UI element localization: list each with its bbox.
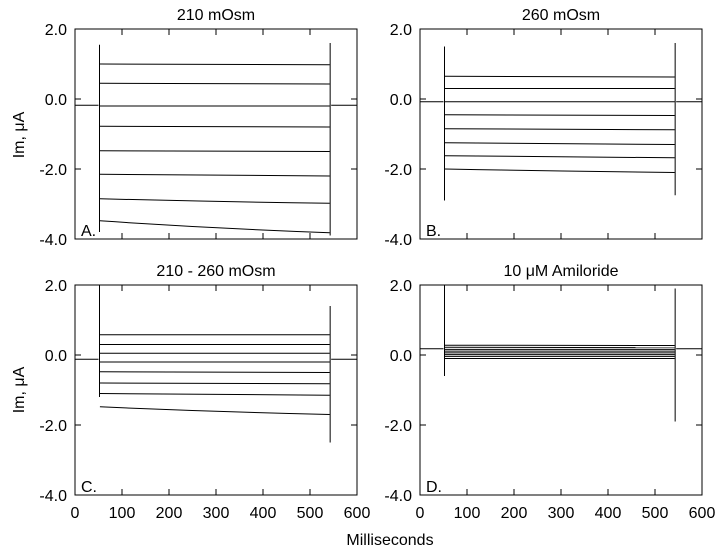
current-trace-6 xyxy=(99,382,330,385)
x-tick-label: 200 xyxy=(501,505,528,522)
panel-1: 210 mOsm A. -4.0 -2.0 0.0 2.0 xyxy=(39,7,358,249)
panel-2: 260 mOsm B. -4.0 -2.0 0.0 2.0 xyxy=(384,7,703,249)
x-tick-label: 500 xyxy=(642,505,669,522)
x-tick-label: 300 xyxy=(203,505,230,522)
current-trace-5 xyxy=(99,371,330,373)
panel-title: 10 μM Amiloride xyxy=(503,263,618,280)
current-trace-7 xyxy=(444,155,675,159)
current-trace-5 xyxy=(99,150,330,152)
y-tick-label: -2.0 xyxy=(39,162,67,179)
y-tick-label: -4.0 xyxy=(39,488,67,505)
x-tick-label: 100 xyxy=(454,505,481,522)
y-tick-label: 2.0 xyxy=(390,22,412,39)
y-axis-label-bottom: Im, μA xyxy=(11,366,28,413)
x-tick-label: 300 xyxy=(548,505,575,522)
y-tick-label: 2.0 xyxy=(45,22,67,39)
y-tick-label: 0.0 xyxy=(390,348,412,365)
panels: 210 mOsm A. -4.0 -2.0 0.0 2.0 260 mOsm B. -4.0 -2… xyxy=(39,7,715,522)
current-trace-4 xyxy=(444,114,675,116)
current-trace-7 xyxy=(99,393,330,396)
current-trace-8 xyxy=(99,406,330,415)
y-tick-label: -4.0 xyxy=(39,232,67,249)
current-trace-8 xyxy=(99,220,330,234)
plot-frame xyxy=(74,28,358,240)
panel-letter: D. xyxy=(426,479,442,496)
y-tick-label: 2.0 xyxy=(390,278,412,295)
current-trace-6 xyxy=(444,142,675,145)
plot-frame xyxy=(74,284,358,496)
y-tick-label: 0.0 xyxy=(45,92,67,109)
x-tick-label: 400 xyxy=(595,505,622,522)
x-tick-label: 0 xyxy=(416,505,425,522)
y-tick-label: -2.0 xyxy=(384,162,412,179)
current-trace-1 xyxy=(444,75,675,78)
panel-title: 210 mOsm xyxy=(177,7,255,24)
x-tick-label: 500 xyxy=(297,505,324,522)
y-tick-label: 0.0 xyxy=(390,92,412,109)
y-tick-label: -4.0 xyxy=(384,232,412,249)
panel-4: 10 μM Amiloride D. -4.0 -2.0 0.0 2.0 0 100 200 30… xyxy=(384,263,715,522)
x-tick-label: 200 xyxy=(156,505,183,522)
x-tick-label: 600 xyxy=(344,505,371,522)
y-axis-label-top: Im, μA xyxy=(11,111,28,158)
panel-title: 210 - 260 mOsm xyxy=(156,263,275,280)
x-tick-label: 600 xyxy=(689,505,716,522)
panel-letter: C. xyxy=(81,479,97,496)
y-tick-label: -4.0 xyxy=(384,488,412,505)
current-trace-7 xyxy=(99,198,330,204)
current-trace-4 xyxy=(99,125,330,128)
panel-3: 210 - 260 mOsm C. -4.0 -2.0 0.0 2.0 0 100 200 300… xyxy=(39,263,370,522)
current-trace-2 xyxy=(99,82,330,85)
y-tick-label: -2.0 xyxy=(39,418,67,435)
current-trace-6 xyxy=(99,173,330,177)
plot-frame xyxy=(419,284,703,496)
current-trace-8 xyxy=(444,168,675,173)
panel-letter: A. xyxy=(81,223,96,240)
current-trace-1 xyxy=(99,63,330,66)
x-tick-label: 0 xyxy=(71,505,80,522)
current-trace-5 xyxy=(444,128,675,131)
y-tick-label: 0.0 xyxy=(45,348,67,365)
x-tick-label: 100 xyxy=(109,505,136,522)
y-tick-label: 2.0 xyxy=(45,278,67,295)
y-tick-label: -2.0 xyxy=(384,418,412,435)
x-tick-label: 400 xyxy=(250,505,277,522)
x-axis-label: Milliseconds xyxy=(346,532,433,549)
panel-title: 260 mOsm xyxy=(522,7,600,24)
plot-frame xyxy=(419,28,703,240)
panel-letter: B. xyxy=(426,223,441,240)
